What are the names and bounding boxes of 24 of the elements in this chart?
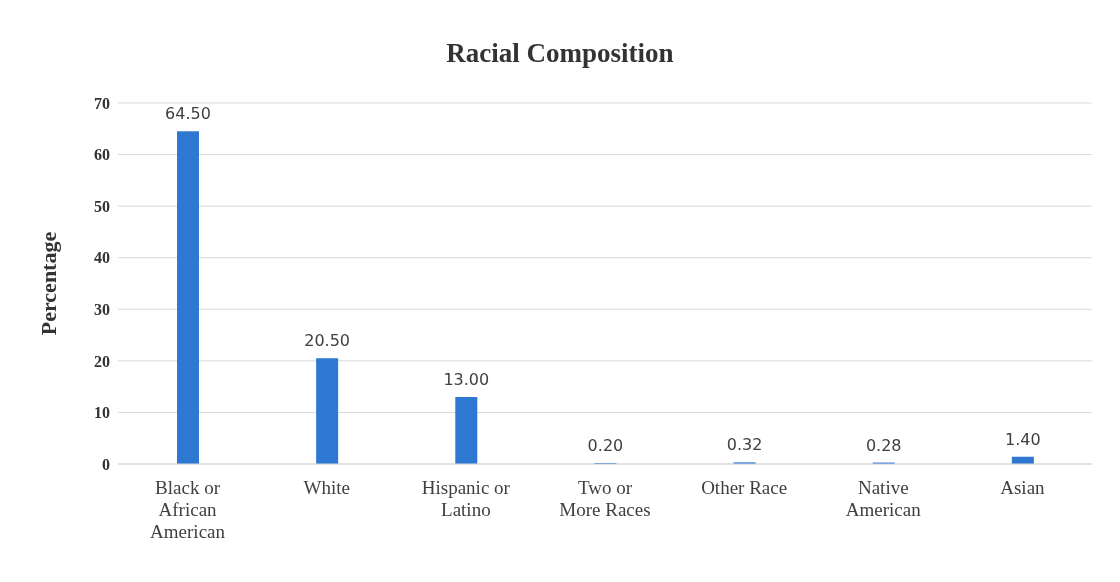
x-tick-label: Asian <box>1000 477 1046 498</box>
y-tick-label: 50 <box>94 197 110 215</box>
data-label: 13.00 <box>443 369 490 389</box>
y-tick-label: 20 <box>94 352 110 370</box>
data-label: 20.50 <box>304 331 351 351</box>
x-tick-label: Black or African American <box>150 477 226 542</box>
x-tick-label: Native American <box>845 477 922 520</box>
x-tick-label: White <box>303 477 350 498</box>
y-tick-label: 40 <box>94 249 110 267</box>
data-label: 0.20 <box>587 435 624 455</box>
y-tick-label: 30 <box>94 300 110 318</box>
chart-title: Racial Composition <box>445 38 675 69</box>
y-axis-title: Percentage <box>35 231 61 336</box>
x-tick-label: Hispanic or Latino <box>421 477 511 520</box>
x-tick-label: Other Race <box>701 477 788 498</box>
y-tick-label: 70 <box>94 94 110 112</box>
data-label: 0.32 <box>726 435 763 455</box>
y-tick-label: 10 <box>94 404 110 422</box>
y-tick-label: 0 <box>102 455 110 473</box>
data-label: 1.40 <box>1005 429 1041 449</box>
data-label: 64.50 <box>165 104 211 124</box>
data-label: 0.28 <box>865 435 902 455</box>
x-tick-label: Two or More Races <box>559 477 651 520</box>
y-tick-label: 60 <box>94 146 110 164</box>
